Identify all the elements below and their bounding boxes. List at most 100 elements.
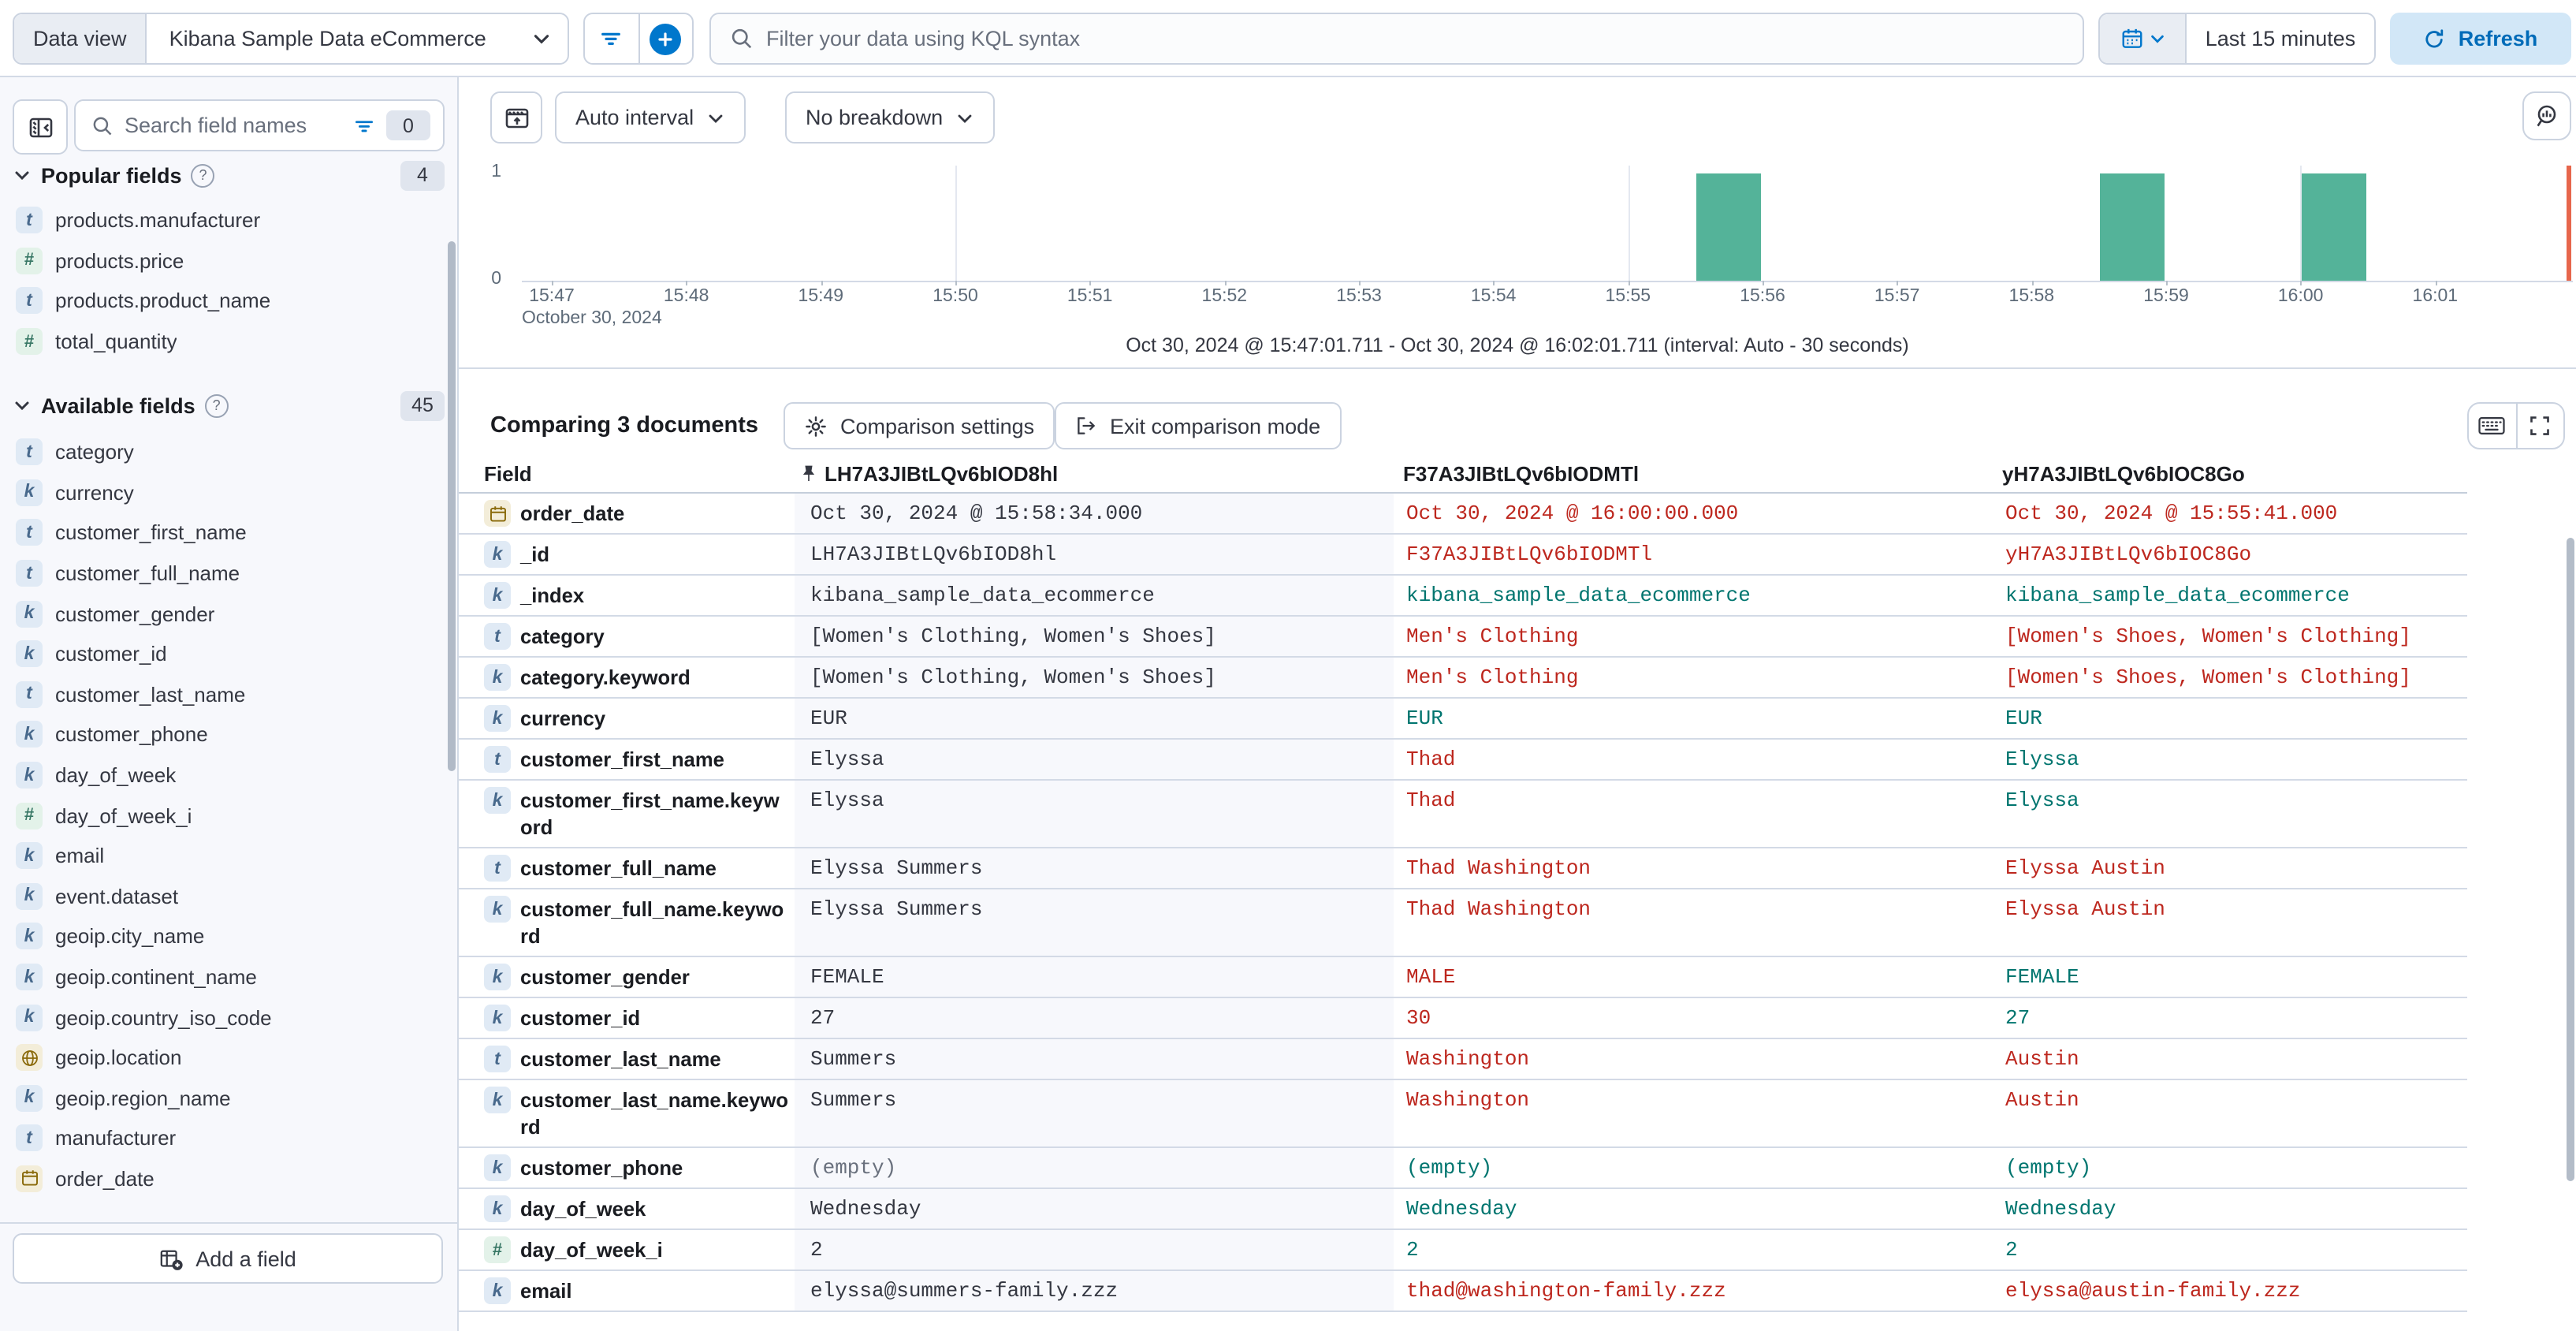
time-range-button[interactable]: Last 15 minutes	[2205, 27, 2356, 50]
field-name: customer_full_name.keyword	[520, 897, 784, 948]
chevron-down-icon	[15, 401, 29, 411]
time-picker-calendar-button[interactable]	[2100, 14, 2187, 63]
keyboard-shortcuts-button[interactable]	[2469, 404, 2517, 448]
doc-column-header[interactable]: LH7A3JIBtLQv6bIOD8hl	[795, 461, 1394, 485]
edit-visualization-button[interactable]	[2522, 91, 2571, 140]
keyword-field-icon: k	[16, 600, 43, 628]
help-icon: ?	[191, 163, 215, 187]
exit-icon	[1078, 417, 1096, 434]
sidebar-field-item[interactable]: t manufacturer	[0, 1118, 457, 1158]
chevron-down-icon	[709, 114, 723, 122]
sidebar-field-item[interactable]: geoip.location	[0, 1038, 457, 1078]
x-axis-tick	[686, 281, 688, 285]
table-row: k customer_phone (empty) (empty) (empty)	[459, 1148, 2467, 1189]
comparison-settings-button[interactable]: Comparison settings	[784, 402, 1055, 449]
field-name: order_date	[55, 1166, 154, 1191]
add-filter-button[interactable]	[639, 14, 692, 63]
pinned-doc-value: [Women's Clothing, Women's Shoes]	[795, 617, 1394, 656]
histogram-bar[interactable]	[2099, 173, 2165, 281]
sidebar-field-item[interactable]: # products.price	[0, 240, 457, 281]
text-field-icon: t	[16, 287, 43, 315]
add-field-button[interactable]: Add a field	[13, 1233, 443, 1284]
sidebar-field-item[interactable]: t products.product_name	[0, 281, 457, 321]
doc-column-header[interactable]: yH7A3JIBtLQv6bIOC8Go	[2002, 461, 2245, 485]
lens-chart-icon	[2536, 104, 2556, 126]
field-name: geoip.continent_name	[55, 965, 257, 990]
exit-comparison-button[interactable]: Exit comparison mode	[1055, 402, 1342, 449]
table-scrollbar[interactable]	[2567, 538, 2574, 1181]
x-axis-tick	[1089, 281, 1092, 285]
sidebar-field-item[interactable]: k geoip.region_name	[0, 1078, 457, 1118]
x-axis-tick	[1493, 281, 1495, 285]
field-name: email	[520, 1279, 572, 1303]
chart-gridline	[955, 166, 957, 281]
sidebar-field-item[interactable]: k customer_phone	[0, 714, 457, 755]
sidebar-field-item[interactable]: k day_of_week	[0, 755, 457, 796]
sidebar-field-item[interactable]: t customer_first_name	[0, 513, 457, 553]
sidebar-field-item[interactable]: k geoip.country_iso_code	[0, 997, 457, 1038]
sidebar-field-item[interactable]: order_date	[0, 1158, 457, 1199]
histogram-chart: 1 0 October 30, 2024 15:47 15:48 15:49 15:5…	[459, 77, 2576, 330]
doc-value: Men's Clothing	[1406, 624, 1579, 648]
sidebar-field-item[interactable]: k email	[0, 836, 457, 876]
collapse-sidebar-button[interactable]	[13, 99, 68, 155]
kql-search-input[interactable]: Filter your data using KQL syntax	[709, 13, 2084, 65]
sidebar-field-item[interactable]: k geoip.city_name	[0, 916, 457, 956]
plus-icon	[650, 23, 682, 54]
sidebar-scrollbar[interactable]	[448, 241, 456, 771]
sidebar-field-item[interactable]: # total_quantity	[0, 322, 457, 362]
table-row: k customer_gender FEMALE MALE FEMALE	[459, 957, 2467, 998]
field-name: day_of_week	[55, 763, 177, 788]
sidebar-field-item[interactable]: # day_of_week_i	[0, 796, 457, 836]
field-name: total_quantity	[55, 330, 177, 354]
field-search-input[interactable]: Search field names 0	[74, 99, 445, 151]
data-view-label: Data view	[14, 14, 147, 63]
sidebar-field-item[interactable]: k currency	[0, 472, 457, 513]
number-field-icon: #	[484, 1236, 511, 1263]
sidebar-field-item[interactable]: t products.manufacturer	[0, 200, 457, 240]
interval-dropdown[interactable]: Auto interval	[555, 91, 746, 144]
sidebar-field-item[interactable]: k customer_gender	[0, 594, 457, 634]
time-range-summary: Oct 30, 2024 @ 15:47:01.711 - Oct 30, 20…	[1126, 334, 1909, 356]
doc-value: Elyssa	[2005, 748, 2079, 771]
doc-value: [Women's Shoes, Women's Clothing]	[2005, 666, 2411, 689]
fields-sidebar: Search field names 0 Popular fields ? 4 …	[0, 77, 459, 1331]
filter-fields-button[interactable]	[585, 14, 639, 63]
sidebar-field-item[interactable]: k customer_id	[0, 634, 457, 674]
breakdown-dropdown[interactable]: No breakdown	[785, 91, 996, 144]
chevron-down-icon	[2150, 35, 2163, 43]
histogram-bar[interactable]	[1696, 173, 1762, 281]
field-name: products.price	[55, 248, 184, 273]
field-name: customer_phone	[55, 722, 208, 747]
field-name: currency	[520, 707, 606, 730]
x-axis-tick-label: 15:52	[1201, 287, 1248, 306]
refresh-button[interactable]: Refresh	[2390, 13, 2571, 65]
keyword-field-icon: k	[484, 664, 511, 691]
fullscreen-button[interactable]	[2517, 404, 2563, 448]
x-axis-tick-label: 15:53	[1336, 287, 1382, 306]
sidebar-field-item[interactable]: k event.dataset	[0, 876, 457, 916]
doc-value: Thad	[1406, 748, 1456, 771]
field-name: order_date	[520, 501, 625, 525]
field-cell: t category	[459, 617, 795, 656]
field-cell: k day_of_week	[459, 1189, 795, 1228]
kql-placeholder: Filter your data using KQL syntax	[766, 27, 1081, 50]
field-filter-icon[interactable]	[353, 114, 375, 136]
keyword-field-icon: k	[484, 1277, 511, 1304]
sidebar-field-item[interactable]: t customer_full_name	[0, 554, 457, 594]
toggle-chart-button[interactable]	[490, 91, 542, 144]
pinned-doc-value: 27	[795, 998, 1394, 1038]
doc-column-header[interactable]: F37A3JIBtLQv6bIODMTl	[1403, 461, 1640, 485]
pinned-doc-value: [Women's Clothing, Women's Shoes]	[795, 658, 1394, 697]
y-axis-tick-label: 1	[491, 162, 501, 181]
field-name: customer_last_name.keyword	[520, 1088, 788, 1139]
popular-fields-header[interactable]: Popular fields ? 4	[13, 159, 445, 191]
available-fields-header[interactable]: Available fields ? 45	[13, 390, 445, 421]
sidebar-field-item[interactable]: k geoip.continent_name	[0, 956, 457, 997]
sidebar-field-item[interactable]: t category	[0, 432, 457, 472]
text-field-icon: t	[16, 207, 43, 234]
data-view-picker-button[interactable]: Kibana Sample Data eCommerce	[147, 27, 568, 50]
sidebar-field-item[interactable]: t customer_last_name	[0, 674, 457, 714]
pinned-doc-value: Elyssa	[795, 781, 1394, 847]
histogram-bar[interactable]	[2301, 173, 2367, 281]
